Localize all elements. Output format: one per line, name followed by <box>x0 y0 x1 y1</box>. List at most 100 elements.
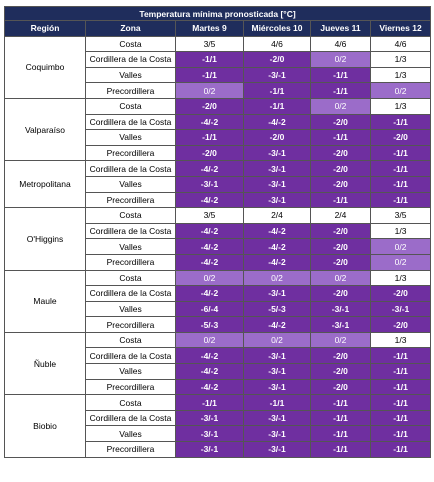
forecast-cell: -2/0 <box>310 175 371 193</box>
forecast-cell: 0/2 <box>369 253 432 271</box>
zone-cell: Valles <box>85 425 176 443</box>
forecast-cell: -1/1 <box>310 82 371 99</box>
zone-cell: Precordillera <box>85 191 176 209</box>
forecast-cell: -1/1 <box>175 394 244 411</box>
forecast-cell: -2/0 <box>310 347 371 365</box>
zone-cell: Cordillera de la Costa <box>85 113 176 131</box>
forecast-cell: 0/2 <box>369 238 432 255</box>
table-row: Valparaíso Costa -2/0 -1/1 0/2 1/3 <box>4 97 432 162</box>
forecast-cell: -4/-2 <box>175 113 244 131</box>
forecast-cell: -1/1 <box>369 347 432 365</box>
zone-cell: Precordillera <box>85 378 176 396</box>
forecast-cell: 4/6 <box>369 35 432 53</box>
forecast-cell: -2/0 <box>175 97 244 115</box>
forecast-cell: -1/1 <box>310 191 371 209</box>
forecast-cell: 0/2 <box>175 331 244 349</box>
table-row: Precordillera -3/-1 -3/-1 -1/1 -1/1 <box>5 441 432 458</box>
forecast-cell: 0/2 <box>310 269 371 287</box>
forecast-cell: 2/4 <box>310 207 371 224</box>
forecast-cell: -3/-1 <box>243 425 311 443</box>
forecast-cell: -2/0 <box>310 222 371 240</box>
table-body: Coquimbo Costa 3/5 4/6 4/6 4/6 Cordillera de l… <box>4 35 432 458</box>
zone-cell: Cordillera de la Costa <box>85 160 176 177</box>
forecast-cell: -6/-4 <box>175 300 244 318</box>
table-row: Precordillera -4/-2 -4/-2 -2/0 0/2 <box>5 253 432 271</box>
forecast-cell: -3/-1 <box>243 347 311 365</box>
forecast-cell: -3/-1 <box>175 409 244 427</box>
forecast-cell: 1/3 <box>369 331 432 349</box>
table-row: Valles -6/-4 -5/-3 -3/-1 -3/-1 <box>5 300 432 318</box>
forecast-cell: -2/0 <box>310 253 371 271</box>
zone-cell: Valles <box>85 300 176 318</box>
forecast-cell: -3/-1 <box>243 409 311 427</box>
forecast-cell: -4/-2 <box>175 222 244 240</box>
forecast-cell: 1/3 <box>369 269 432 287</box>
forecast-cell: -4/-2 <box>175 191 244 209</box>
forecast-cell: -4/-2 <box>175 363 244 380</box>
forecast-cell: -1/1 <box>310 409 371 427</box>
forecast-cell: -1/1 <box>310 129 371 146</box>
region-cell: Valparaíso <box>4 97 86 162</box>
zone-cell: Costa <box>85 35 176 53</box>
forecast-cell: -3/-1 <box>310 300 371 318</box>
forecast-table: Temperatura mínima pronosticada [°C] Reg… <box>3 6 432 458</box>
zone-cell: Costa <box>85 269 176 287</box>
forecast-cell: -1/1 <box>369 113 432 131</box>
forecast-cell: -4/-2 <box>175 160 244 177</box>
forecast-cell: 1/3 <box>369 66 432 84</box>
forecast-cell: -2/0 <box>310 363 371 380</box>
table-row: Valles -3/-1 -3/-1 -1/1 -1/1 <box>5 425 432 443</box>
table-row: Valles -1/1 -3/-1 -1/1 1/3 <box>5 66 432 84</box>
forecast-cell: -4/-2 <box>175 347 244 365</box>
forecast-cell: 0/2 <box>310 51 371 68</box>
forecast-cell: -1/1 <box>369 378 432 396</box>
zone-cell: Cordillera de la Costa <box>85 222 176 240</box>
forecast-cell: -2/0 <box>310 285 371 302</box>
forecast-cell: -3/-1 <box>243 160 311 177</box>
forecast-cell: -4/-2 <box>243 238 311 255</box>
forecast-cell: -5/-3 <box>243 300 311 318</box>
region-cell: Metropolitana <box>4 160 86 209</box>
forecast-cell: -3/-1 <box>243 363 311 380</box>
region-cell: Biobio <box>4 394 86 458</box>
forecast-cell: -1/1 <box>369 441 432 458</box>
forecast-cell: -2/0 <box>175 144 244 162</box>
table-row: Biobio Costa -1/1 -1/1 -1/1 -1/1 <box>4 394 432 458</box>
zone-cell: Cordillera de la Costa <box>85 285 176 302</box>
header-row: Región Zona Martes 9 Miércoles 10 Jueves 11 V… <box>4 20 432 37</box>
zone-cell: Costa <box>85 394 176 411</box>
forecast-cell: -1/1 <box>175 66 244 84</box>
forecast-cell: 3/5 <box>175 35 244 53</box>
table-row: Cordillera de la Costa -3/-1 -3/-1 -1/1 -1/1 <box>5 409 432 427</box>
forecast-cell: -1/1 <box>369 363 432 380</box>
forecast-cell: -2/0 <box>310 144 371 162</box>
forecast-cell: 3/5 <box>369 207 432 224</box>
zone-cell: Valles <box>85 129 176 146</box>
column-header: Viernes 12 <box>369 20 432 37</box>
forecast-cell: -4/-2 <box>243 222 311 240</box>
forecast-cell: -3/-1 <box>369 300 432 318</box>
forecast-cell: -1/1 <box>243 82 311 99</box>
forecast-cell: 4/6 <box>243 35 311 53</box>
forecast-cell: -3/-1 <box>310 316 371 333</box>
zone-cell: Valles <box>85 66 176 84</box>
forecast-cell: -2/0 <box>310 160 371 177</box>
forecast-cell: -1/1 <box>369 175 432 193</box>
zone-cell: Precordillera <box>85 144 176 162</box>
forecast-cell: -1/1 <box>369 394 432 411</box>
forecast-cell: 0/2 <box>310 97 371 115</box>
forecast-cell: 0/2 <box>369 82 432 99</box>
zone-cell: Cordillera de la Costa <box>85 51 176 68</box>
forecast-cell: -1/1 <box>369 160 432 177</box>
forecast-cell: 0/2 <box>310 331 371 349</box>
zone-cell: Costa <box>85 331 176 349</box>
zone-cell: Cordillera de la Costa <box>85 409 176 427</box>
table-row: Valles -4/-2 -3/-1 -2/0 -1/1 <box>5 363 432 380</box>
forecast-cell: 0/2 <box>243 269 311 287</box>
forecast-cell: -1/1 <box>243 394 311 411</box>
zone-cell: Valles <box>85 175 176 193</box>
forecast-cell: 1/3 <box>369 97 432 115</box>
forecast-cell: -3/-1 <box>175 441 244 458</box>
forecast-cell: -1/1 <box>175 51 244 68</box>
